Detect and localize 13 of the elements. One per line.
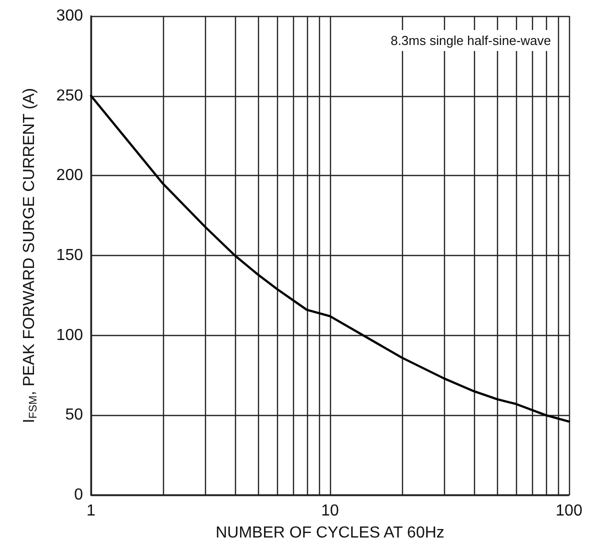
y-tick-label: 0	[74, 486, 84, 504]
y-tick-label: 200	[56, 167, 84, 184]
y-axis-title: IFSM, PEAK FORWARD SURGE CURRENT (A)	[21, 88, 40, 424]
y-tick-label: 250	[56, 87, 84, 104]
y-tick-label: 100	[56, 326, 84, 344]
annotation: 8.3ms single half-sine-wave	[390, 33, 551, 48]
x-tick-label: 10	[321, 502, 339, 520]
x-axis-title: NUMBER OF CYCLES AT 60Hz	[216, 524, 444, 542]
x-tick-label: 100	[556, 502, 582, 520]
x-tick-label: 1	[86, 502, 96, 520]
y-tick-label: 300	[56, 8, 84, 24]
y-tick-label: 50	[65, 406, 84, 424]
y-tick-label: 150	[56, 247, 84, 264]
